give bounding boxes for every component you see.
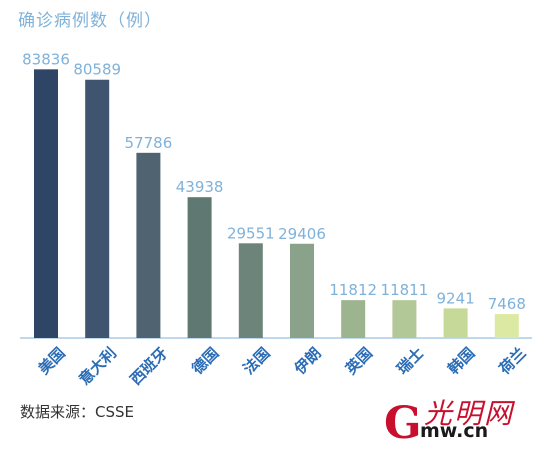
- category-label-2: 西班牙: [127, 344, 172, 389]
- bar-value-label-8: 9241: [437, 289, 475, 307]
- chart-title: 确诊病例数（例）: [18, 11, 162, 31]
- data-source: 数据来源：CSSE: [20, 403, 134, 421]
- bar-value-label-2: 57786: [125, 134, 173, 152]
- bar-1: [85, 79, 110, 338]
- bar-5: [290, 243, 314, 338]
- bar-3: [187, 197, 212, 338]
- bar-6: [341, 300, 366, 338]
- category-label-7: 瑞士: [393, 344, 427, 378]
- category-label-3: 德国: [188, 344, 222, 378]
- bar-7: [392, 300, 417, 338]
- bar-4: [238, 243, 263, 338]
- category-label-1: 意大利: [75, 344, 120, 389]
- logo-domain: mw.cn: [420, 420, 489, 442]
- logo-g-letter: G: [384, 398, 422, 449]
- bar-value-label-6: 11812: [329, 281, 377, 299]
- bar-value-label-7: 11811: [381, 281, 429, 299]
- bar-value-label-5: 29406: [278, 225, 326, 243]
- bar-2: [136, 152, 161, 338]
- bar-8: [443, 308, 468, 338]
- bar-value-label-9: 7468: [488, 295, 526, 313]
- category-label-4: 法国: [240, 344, 274, 378]
- bar-value-label-3: 43938: [176, 178, 224, 196]
- bar-value-label-0: 83836: [22, 50, 70, 68]
- bar-0: [34, 69, 58, 339]
- logo-chinese: 光明网: [424, 397, 515, 430]
- category-label-5: 伊朗: [290, 344, 325, 379]
- category-label-8: 韩国: [444, 344, 478, 378]
- category-label-6: 英国: [342, 344, 376, 378]
- bar-value-label-1: 80589: [73, 61, 121, 79]
- category-label-0: 美国: [35, 344, 69, 378]
- category-label-9: 荷兰: [496, 344, 530, 378]
- gmw-logo: G 光明网 mw.cn: [380, 388, 540, 449]
- bar-value-label-4: 29551: [227, 224, 275, 242]
- bar-9: [494, 314, 519, 338]
